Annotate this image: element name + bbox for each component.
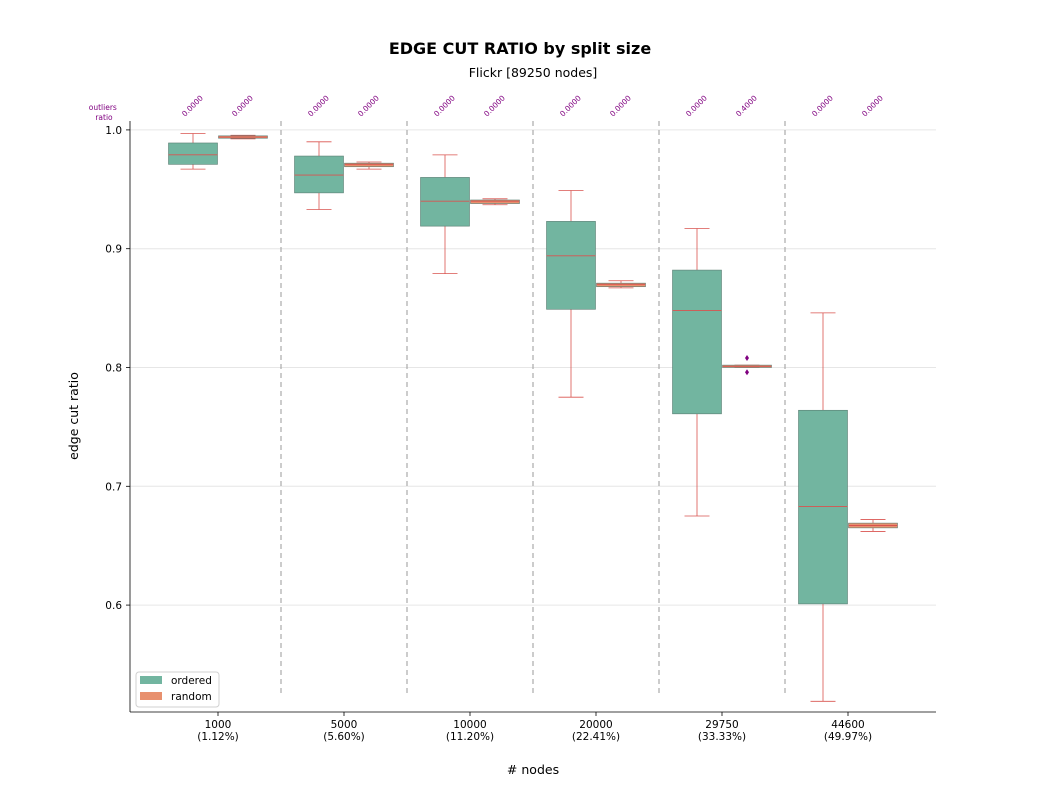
outlier-ratio-label: 0.0000 <box>684 93 709 118</box>
x-tick-label: 5000 <box>331 719 358 731</box>
outlier-ratio-label: 0.4000 <box>734 93 759 118</box>
x-tick-percent: (11.20%) <box>446 731 494 743</box>
x-tick-label: 44600 <box>831 719 864 731</box>
outlier-ratio-label: 0.0000 <box>356 93 381 118</box>
box-random-1000 <box>218 134 268 140</box>
x-tick-label: 10000 <box>453 719 486 731</box>
x-axis-label: # nodes <box>507 762 559 777</box>
y-axis-label: edge cut ratio <box>66 372 81 460</box>
box-ordered-44600 <box>798 312 848 702</box>
box-iqr <box>546 221 596 310</box>
outlier-point <box>745 369 749 376</box>
outlier-ratio-label: 0.0000 <box>180 93 205 118</box>
y-axis-ticks: 0.6 0.7 0.8 0.9 1.0 <box>105 125 130 612</box>
outlier-ratio-labels: 0.0000 0.0000 0.0000 0.0000 0.0000 0.0000 0.00… <box>180 93 885 118</box>
chart-subtitle: Flickr [89250 nodes] <box>469 65 598 80</box>
x-axis-ticks: 1000(1.12%) 5000(5.60%) 10000(11.20%) 20000… <box>197 712 872 743</box>
y-tick-label: 0.7 <box>105 481 122 493</box>
legend-swatch-ordered <box>140 676 162 684</box>
outlier-ratio-label: 0.0000 <box>810 93 835 118</box>
box-iqr <box>420 177 470 227</box>
box-iqr <box>344 162 394 168</box>
outlier-ratio-label: 0.0000 <box>558 93 583 118</box>
category-separators <box>280 121 786 697</box>
box-random-44600 <box>848 519 898 532</box>
box-iqr <box>798 409 848 605</box>
outlier-ratio-label: 0.0000 <box>608 93 633 118</box>
outlier-ratio-label: 0.0000 <box>230 93 255 118</box>
chart-title: EDGE CUT RATIO by split size <box>389 39 652 58</box>
legend-label-random: random <box>171 691 212 703</box>
box-random-29750 <box>722 354 772 376</box>
box-iqr <box>470 199 520 204</box>
legend: ordered random <box>135 671 220 708</box>
box-random-20000 <box>596 280 646 289</box>
y-tick-label: 0.9 <box>105 244 122 256</box>
outliers-ratio-header-line1: outliers <box>89 103 117 112</box>
outliers-ratio-header-line2: ratio <box>95 113 113 122</box>
box-iqr <box>672 269 722 415</box>
box-iqr <box>168 142 218 165</box>
y-tick-label: 0.6 <box>105 600 122 612</box>
legend-label-ordered: ordered <box>171 675 212 687</box>
outlier-ratio-label: 0.0000 <box>432 93 457 118</box>
x-tick-percent: (22.41%) <box>572 731 620 743</box>
outlier-ratio-label: 0.0000 <box>306 93 331 118</box>
box-ordered-1000 <box>168 133 218 170</box>
box-random-5000 <box>344 161 394 170</box>
box-ordered-10000 <box>420 154 470 275</box>
x-tick-label: 29750 <box>705 719 738 731</box>
y-tick-label: 0.8 <box>105 362 122 374</box>
outliers-ratio-header: outliers ratio <box>89 103 119 122</box>
x-tick-percent: (5.60%) <box>323 731 365 743</box>
box-random-10000 <box>470 198 520 206</box>
x-tick-percent: (33.33%) <box>698 731 746 743</box>
box-ordered-5000 <box>294 141 344 210</box>
x-tick-label: 1000 <box>205 719 232 731</box>
y-tick-label: 1.0 <box>105 125 122 137</box>
box-iqr <box>596 282 646 288</box>
outlier-point <box>745 354 749 361</box>
outlier-ratio-label: 0.0000 <box>482 93 507 118</box>
outlier-ratio-label: 0.0000 <box>860 93 885 118</box>
x-tick-label: 20000 <box>579 719 612 731</box>
box-plots <box>168 133 898 702</box>
legend-swatch-random <box>140 692 162 700</box>
x-tick-percent: (1.12%) <box>197 731 239 743</box>
box-ordered-29750 <box>672 228 722 517</box>
box-iqr <box>294 155 344 194</box>
x-tick-percent: (49.97%) <box>824 731 872 743</box>
box-ordered-20000 <box>546 190 596 398</box>
